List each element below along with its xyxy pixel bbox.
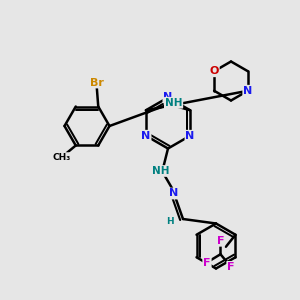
Text: N: N [164, 92, 172, 103]
Text: NH: NH [165, 98, 182, 108]
Text: N: N [243, 86, 253, 96]
Text: F: F [227, 262, 235, 272]
Text: H: H [166, 218, 173, 226]
Text: Br: Br [90, 77, 104, 88]
Text: F: F [217, 236, 224, 246]
Text: O: O [209, 66, 219, 76]
Text: N: N [185, 131, 195, 141]
Text: NH: NH [152, 166, 169, 176]
Text: CH₃: CH₃ [52, 153, 70, 162]
Text: N: N [169, 188, 178, 199]
Text: F: F [203, 258, 211, 268]
Text: N: N [141, 131, 151, 141]
